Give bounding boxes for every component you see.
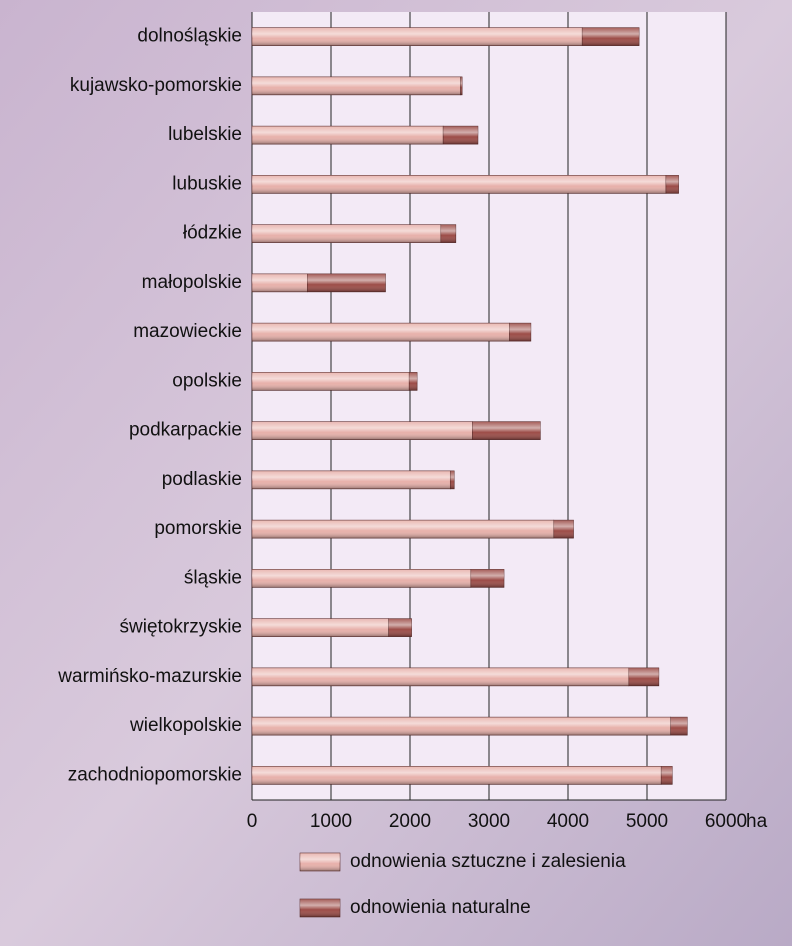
y-tick-label: warmińsko-mazurskie: [57, 666, 242, 687]
bar-shine: [307, 273, 386, 292]
bar-shine: [252, 470, 451, 489]
y-tick-label: lubuskie: [172, 173, 242, 194]
x-tick-label: 1000: [310, 811, 352, 832]
y-tick-label: pomorskie: [154, 518, 242, 539]
y-tick-label: opolskie: [172, 370, 242, 391]
bar-shine: [670, 717, 688, 736]
bar-shine: [440, 224, 456, 243]
y-tick-label: świętokrzyskie: [120, 617, 242, 638]
bar-shine: [388, 618, 412, 637]
bar-shine: [582, 27, 640, 46]
legend-label: odnowienia naturalne: [350, 897, 531, 918]
x-tick-label: 5000: [626, 811, 668, 832]
bar-shine: [252, 372, 410, 391]
legend-shine: [300, 899, 340, 917]
y-tick-label: małopolskie: [142, 272, 242, 293]
bar-shine: [252, 323, 510, 342]
x-tick-label: 2000: [389, 811, 431, 832]
bar-shine: [252, 569, 471, 588]
y-tick-label: śląskie: [184, 567, 242, 588]
bar-shine: [252, 667, 629, 686]
y-tick-label: dolnośląskie: [137, 26, 242, 47]
bar-shine: [470, 569, 505, 588]
bar-shine: [252, 717, 671, 736]
y-tick-label: zachodniopomorskie: [68, 764, 242, 785]
x-tick-label: 0: [247, 811, 258, 832]
x-tick-label: 4000: [547, 811, 589, 832]
bar-shine: [661, 766, 673, 785]
bar-shine: [553, 520, 574, 539]
bar-shine: [252, 175, 666, 194]
y-tick-label: kujawsko-pomorskie: [70, 75, 242, 96]
x-tick-label: 6000: [705, 811, 747, 832]
y-tick-label: podkarpackie: [129, 420, 242, 441]
y-tick-label: lubelskie: [168, 124, 242, 145]
legend-label: odnowienia sztuczne i zalesienia: [350, 851, 626, 872]
bar-shine: [252, 618, 389, 637]
bar-shine: [450, 470, 455, 489]
x-tick-label: 3000: [468, 811, 510, 832]
bar-shine: [252, 273, 308, 292]
bar-shine: [409, 372, 418, 391]
bar-shine: [509, 323, 531, 342]
y-tick-label: wielkopolskie: [129, 715, 242, 736]
bar-shine: [252, 766, 662, 785]
bar-shine: [472, 421, 541, 440]
bar-shine: [443, 126, 478, 145]
bar-shine: [252, 126, 444, 145]
y-tick-label: mazowieckie: [133, 321, 242, 342]
bar-shine: [252, 224, 441, 243]
bar-shine: [460, 76, 463, 95]
bar-shine: [252, 421, 473, 440]
y-tick-label: podlaskie: [162, 469, 242, 490]
x-axis-label: ha: [746, 811, 768, 832]
bar-shine: [252, 76, 461, 95]
bar-shine: [665, 175, 679, 194]
bar-shine: [628, 667, 659, 686]
y-tick-label: łódzkie: [183, 223, 242, 244]
bar-shine: [252, 27, 583, 46]
bar-shine: [252, 520, 554, 539]
legend-shine: [300, 853, 340, 871]
